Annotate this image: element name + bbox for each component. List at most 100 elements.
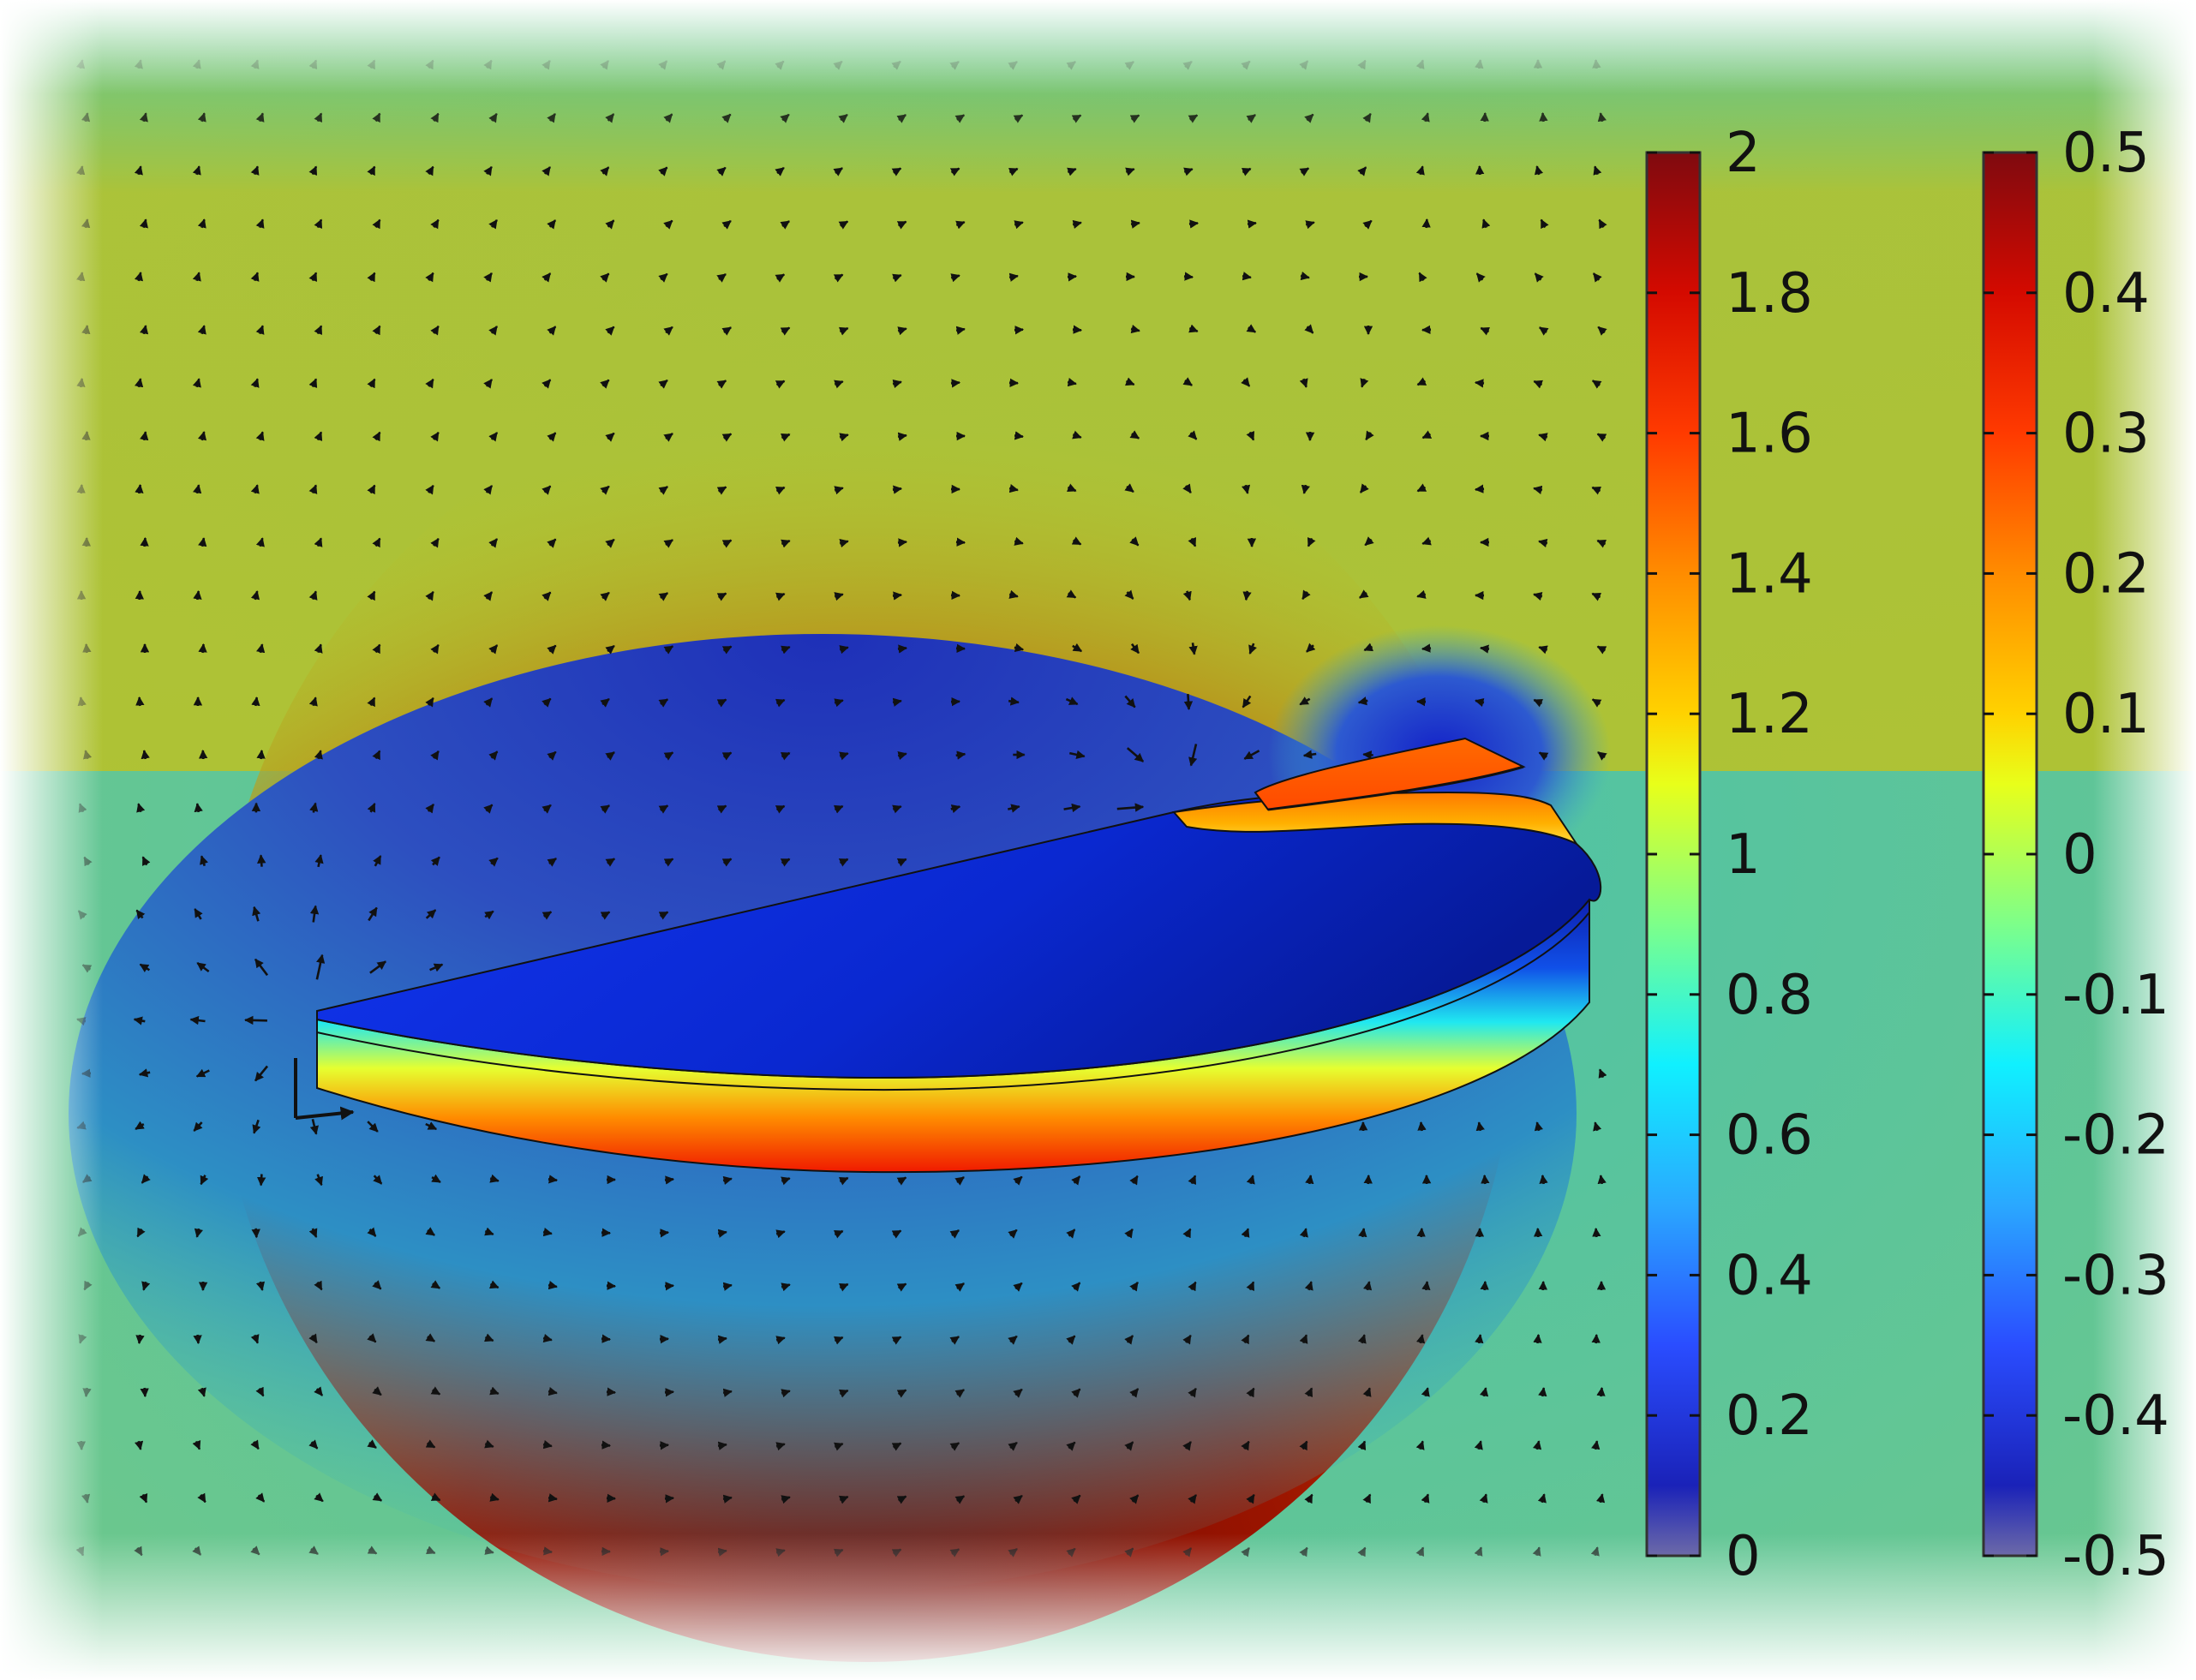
field-arrow	[372, 431, 381, 442]
field-arrow	[775, 273, 786, 283]
field-arrow	[891, 1229, 902, 1239]
field-arrow	[1130, 324, 1140, 334]
field-arrow	[1591, 592, 1602, 601]
field-arrow	[483, 165, 493, 176]
field-arrow	[1241, 1334, 1250, 1345]
field-arrow	[838, 1176, 849, 1186]
field-arrow	[483, 485, 494, 495]
field-arrow	[308, 697, 318, 707]
field-arrow	[839, 539, 849, 548]
field-arrow	[425, 1333, 436, 1342]
field-arrow	[780, 326, 791, 336]
field-arrow	[664, 1282, 675, 1291]
field-arrow	[663, 751, 674, 761]
field-arrow	[775, 1442, 786, 1451]
field-arrow	[367, 378, 376, 389]
field-arrow	[542, 911, 553, 920]
field-arrow	[659, 1441, 670, 1450]
field-arrow	[775, 592, 786, 601]
field-arrow	[308, 590, 318, 601]
field-arrow	[1595, 1493, 1606, 1504]
field-arrow	[601, 1228, 612, 1237]
field-arrow	[314, 1174, 323, 1187]
field-arrow	[1242, 272, 1252, 281]
field-arrow	[425, 804, 435, 814]
field-arrow	[192, 378, 201, 388]
field-arrow	[1188, 1281, 1197, 1292]
field-arrow	[896, 114, 907, 123]
field-arrow	[1416, 377, 1427, 386]
field-arrow	[658, 592, 669, 601]
disk-cap-rim	[1267, 765, 1524, 811]
field-arrow	[834, 380, 844, 389]
field-arrow	[1014, 536, 1024, 546]
field-arrow	[1299, 378, 1308, 388]
field-arrow	[483, 272, 493, 283]
field-arrow	[601, 1334, 612, 1343]
field-arrow	[1066, 483, 1077, 493]
field-arrow	[1533, 698, 1544, 708]
colorbar-left: 2 1.8 1.6 1.4 1.2 1 0.8 0.6 0.4 0.2 0	[1645, 122, 1813, 1588]
field-arrow	[1065, 697, 1079, 706]
field-arrow	[1129, 1282, 1139, 1292]
field-arrow	[1479, 1493, 1488, 1504]
field-arrow	[664, 1175, 675, 1185]
field-arrow	[1066, 1441, 1076, 1451]
field-arrow	[600, 485, 610, 495]
field-arrow	[139, 325, 149, 335]
field-arrow	[140, 536, 149, 547]
field-arrow	[367, 803, 376, 813]
field-arrow	[1475, 697, 1485, 708]
field-arrow	[425, 590, 434, 601]
field-arrow	[1014, 431, 1024, 440]
colorbar-left-tick-label: 1	[1726, 823, 1761, 887]
field-arrow	[308, 378, 318, 389]
field-arrow	[1533, 1333, 1542, 1344]
field-arrow	[133, 1016, 146, 1025]
field-arrow	[548, 1175, 559, 1184]
field-arrow	[721, 326, 732, 336]
field-arrow	[663, 645, 674, 655]
field-arrow	[1067, 378, 1077, 387]
field-arrow	[372, 1280, 382, 1290]
field-arrow	[488, 326, 499, 336]
field-arrow	[1304, 113, 1314, 123]
field-arrow	[891, 1442, 902, 1451]
field-arrow	[1415, 1440, 1425, 1450]
field-arrow	[431, 1174, 441, 1184]
field-arrow	[1183, 167, 1194, 176]
field-arrow	[606, 1387, 617, 1396]
field-arrow	[1182, 1441, 1192, 1451]
field-arrow	[1072, 643, 1083, 653]
field-arrow	[542, 804, 552, 814]
field-arrow	[1479, 644, 1490, 654]
field-arrow	[839, 433, 849, 442]
field-arrow	[430, 112, 440, 123]
field-arrow	[1182, 1228, 1192, 1239]
field-arrow	[663, 858, 674, 867]
field-arrow	[892, 697, 902, 707]
field-arrow	[430, 218, 440, 230]
field-arrow	[833, 1229, 844, 1239]
field-arrow	[254, 958, 269, 977]
field-arrow	[1593, 1121, 1602, 1132]
field-arrow	[1246, 1493, 1255, 1504]
field-arrow	[897, 432, 907, 441]
field-arrow	[250, 272, 260, 282]
field-arrow	[314, 1492, 324, 1503]
field-arrow	[1013, 114, 1024, 123]
field-arrow	[484, 910, 494, 920]
field-arrow	[257, 854, 266, 867]
field-arrow	[663, 326, 673, 336]
field-arrow	[251, 1228, 260, 1239]
field-arrow	[547, 858, 557, 867]
field-arrow	[140, 431, 149, 441]
field-arrow	[892, 379, 902, 389]
field-arrow	[1538, 433, 1548, 442]
field-arrow	[600, 272, 610, 283]
field-arrow	[136, 1227, 146, 1238]
field-arrow	[483, 1333, 494, 1342]
field-arrow	[716, 272, 727, 283]
field-arrow	[780, 751, 791, 761]
field-arrow	[954, 1176, 965, 1186]
